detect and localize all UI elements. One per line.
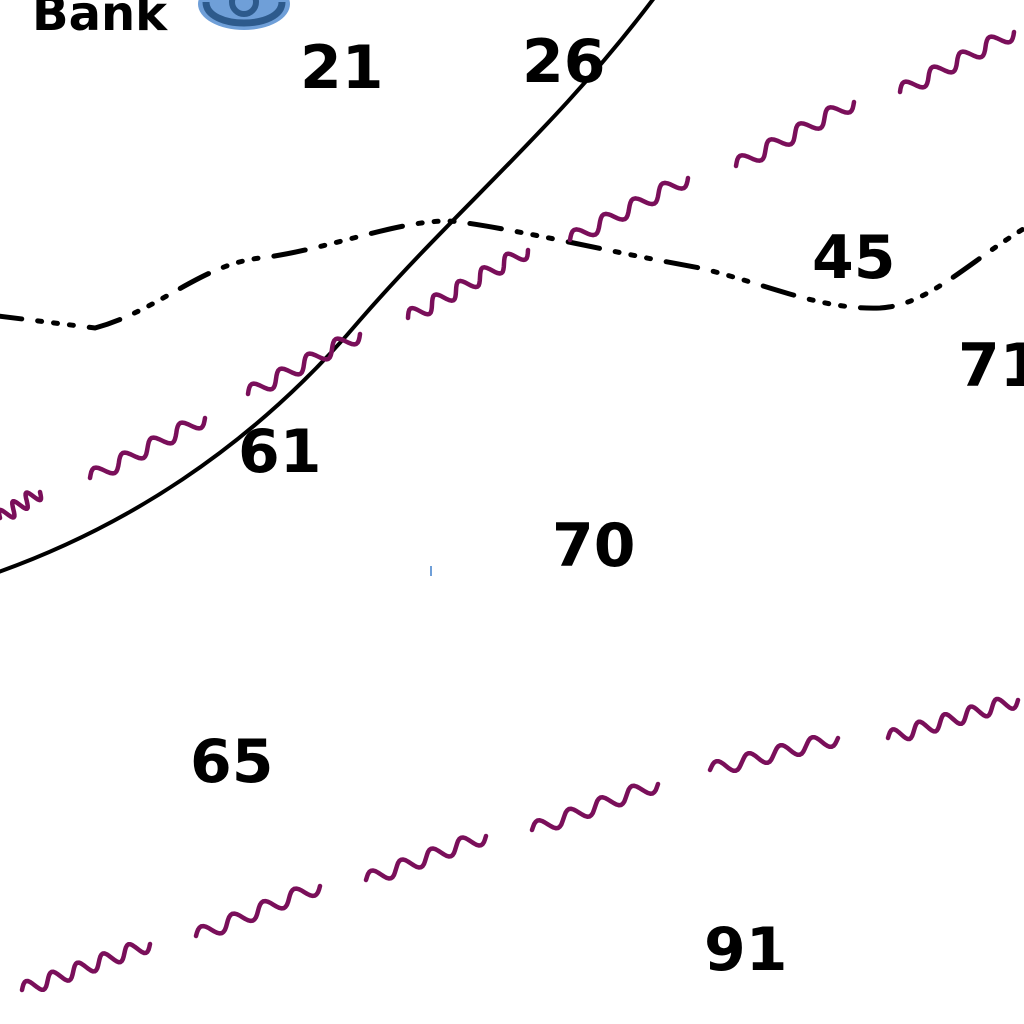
submarine-cable-segment <box>19 941 153 993</box>
submarine-cable-segment <box>733 99 857 169</box>
submarine-cable-lower <box>19 696 1021 993</box>
submarine-cable-segment <box>405 247 531 321</box>
sounding-label: 21 <box>300 33 384 103</box>
sounding-label: 45 <box>812 223 896 293</box>
submarine-cable-segment <box>885 696 1021 742</box>
submarine-cable-upper <box>0 29 1017 521</box>
submarine-cable-segment <box>529 781 661 833</box>
boundary-line <box>0 0 655 574</box>
submarine-cable-segment <box>193 883 323 939</box>
place-label: Bank <box>32 0 168 42</box>
sounding-label: 91 <box>704 915 788 985</box>
submarine-cable-segment <box>0 489 44 521</box>
sounding-label: 65 <box>190 727 274 797</box>
submarine-cable-segment <box>363 833 489 883</box>
sounding-label: 70 <box>552 511 636 581</box>
buoy-icon[interactable] <box>198 0 290 30</box>
submarine-cable-segment <box>245 331 363 397</box>
submarine-cable-segment <box>707 734 841 774</box>
sounding-label: 26 <box>522 27 606 97</box>
sounding-label: 61 <box>238 417 322 487</box>
sounding-label: 71 <box>958 331 1024 401</box>
submarine-cable-segment <box>567 175 691 243</box>
submarine-cable-segment <box>87 415 208 481</box>
submarine-cable-segment <box>897 29 1017 95</box>
depth-contour <box>0 218 1024 331</box>
